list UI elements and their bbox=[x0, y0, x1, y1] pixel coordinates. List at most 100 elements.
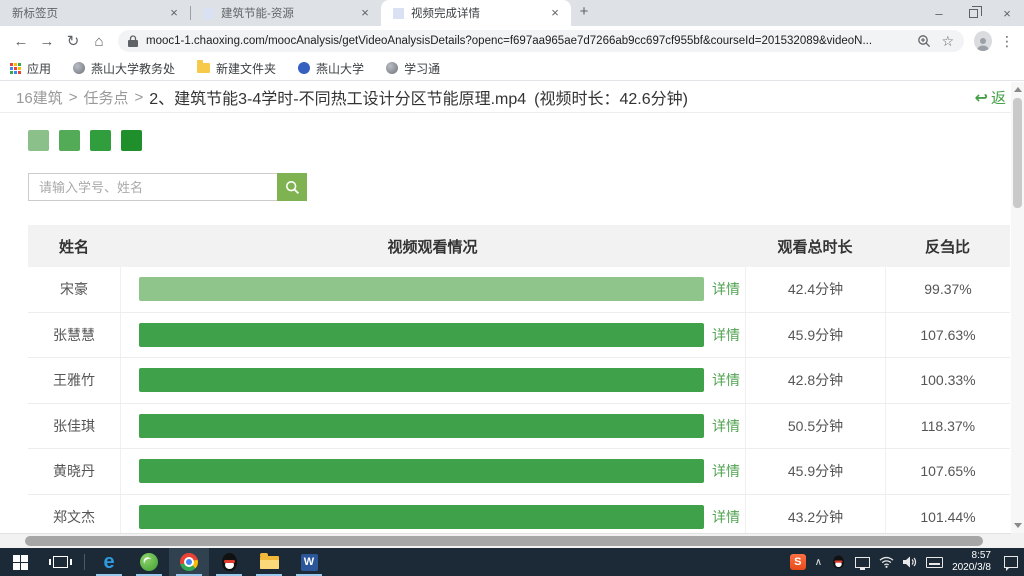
minimize-button[interactable]: – bbox=[935, 5, 943, 21]
task-view-button[interactable] bbox=[40, 548, 80, 576]
detail-link[interactable]: 详情 bbox=[712, 508, 740, 525]
reload-icon[interactable]: ↻ bbox=[66, 33, 80, 50]
tab-course-resources[interactable]: 建筑节能-资源 × bbox=[191, 0, 381, 26]
rewatch-ratio: 107.65% bbox=[885, 449, 1010, 494]
display-tray-icon[interactable] bbox=[855, 556, 871, 570]
taskbar-chrome[interactable] bbox=[169, 548, 209, 576]
table-row: 宋豪 详情 42.4分钟 99.37% bbox=[28, 267, 1010, 313]
volume-icon[interactable] bbox=[903, 556, 917, 568]
detail-link[interactable]: 详情 bbox=[712, 326, 740, 343]
vertical-scrollbar[interactable] bbox=[1011, 82, 1024, 533]
zoom-page-icon[interactable] bbox=[917, 34, 931, 48]
video-duration-note: (视频时长：42.6分钟) bbox=[534, 91, 688, 108]
scrollbar-corner bbox=[1011, 533, 1024, 548]
tab-close-icon[interactable]: × bbox=[170, 5, 178, 20]
page-content: 16建筑 > 任务点 > 2、建筑节能3-4学时-不同热工设计分区节能原理.mp… bbox=[0, 82, 1024, 548]
legend-swatch-3 bbox=[90, 130, 111, 151]
start-button[interactable] bbox=[0, 548, 40, 576]
restore-button[interactable] bbox=[956, 0, 990, 26]
student-name: 张慧慧 bbox=[53, 326, 95, 343]
taskbar-word[interactable]: W bbox=[289, 548, 329, 576]
breadcrumb-course[interactable]: 16建筑 bbox=[16, 89, 63, 107]
profile-avatar[interactable] bbox=[974, 31, 992, 51]
table-row: 张佳琪 详情 50.5分钟 118.37% bbox=[28, 403, 1010, 449]
search-button[interactable] bbox=[277, 173, 307, 201]
tab-title: 新标签页 bbox=[12, 8, 58, 20]
clock-date: 2020/3/8 bbox=[952, 562, 991, 573]
video-watch-table: 姓名 视频观看情况 观看总时长 反刍比 宋豪 详情 42.4分钟 99.37% … bbox=[28, 225, 1010, 540]
new-tab-button[interactable]: + bbox=[579, 3, 589, 20]
tab-new-tab-page[interactable]: 新标签页 × bbox=[0, 0, 190, 26]
address-bar[interactable]: mooc1-1.chaoxing.com/moocAnalysis/getVid… bbox=[118, 30, 964, 52]
detail-link[interactable]: 详情 bbox=[712, 281, 740, 298]
bookmark-apps[interactable]: 应用 bbox=[10, 60, 51, 77]
site-icon bbox=[298, 62, 311, 74]
taskbar-qq[interactable] bbox=[209, 548, 249, 576]
tray-expand-icon[interactable]: ∧ bbox=[814, 556, 823, 568]
forward-icon[interactable]: → bbox=[39, 32, 55, 50]
restore-icon bbox=[968, 5, 982, 18]
scroll-down-icon[interactable] bbox=[1014, 523, 1022, 528]
wifi-icon[interactable] bbox=[879, 556, 894, 568]
tab-close-icon[interactable]: × bbox=[361, 5, 369, 20]
legend-swatch-2 bbox=[59, 130, 80, 151]
taskbar-divider bbox=[84, 554, 85, 570]
taskbar-green-app[interactable] bbox=[129, 548, 169, 576]
horizontal-scroll-thumb[interactable] bbox=[25, 536, 983, 546]
touch-keyboard-icon[interactable] bbox=[926, 556, 944, 568]
table-row: 黄晓丹 详情 45.9分钟 107.65% bbox=[28, 449, 1010, 495]
bookmark-jiaowuchu[interactable]: 燕山大学教务处 bbox=[73, 60, 175, 77]
sogou-input-icon[interactable]: S bbox=[789, 554, 806, 570]
table-row: 王雅竹 详情 42.8分钟 100.33% bbox=[28, 358, 1010, 404]
scroll-up-icon[interactable] bbox=[1014, 87, 1022, 92]
taskbar-edge[interactable]: e bbox=[89, 548, 129, 576]
watch-duration: 43.2分钟 bbox=[745, 494, 885, 539]
chrome-icon bbox=[180, 553, 198, 571]
breadcrumb-separator: > bbox=[68, 88, 78, 106]
student-name: 郑文杰 bbox=[53, 508, 95, 525]
table-row: 张慧慧 详情 45.9分钟 107.63% bbox=[28, 312, 1010, 358]
back-icon[interactable]: ← bbox=[13, 32, 29, 50]
edge-icon: e bbox=[103, 551, 115, 573]
breadcrumb-section[interactable]: 任务点 bbox=[83, 89, 129, 107]
taskbar-clock[interactable]: 8:57 2020/3/8 bbox=[952, 550, 991, 575]
legend-swatch-1 bbox=[28, 130, 49, 151]
student-name: 王雅竹 bbox=[53, 372, 95, 389]
task-view-icon bbox=[48, 556, 72, 568]
bookmark-label: 新建文件夹 bbox=[216, 61, 277, 76]
bookmark-label: 应用 bbox=[27, 61, 52, 76]
rewatch-ratio: 118.37% bbox=[885, 403, 1010, 448]
detail-link[interactable]: 详情 bbox=[712, 372, 740, 389]
bookmark-star-icon[interactable]: ☆ bbox=[941, 32, 954, 49]
tab-favicon bbox=[203, 7, 214, 19]
bookmark-xuexitong[interactable]: 学习通 bbox=[386, 60, 440, 77]
page-title: 2、建筑节能3-4学时-不同热工设计分区节能原理.mp4 bbox=[149, 91, 527, 108]
action-center-icon[interactable] bbox=[1004, 556, 1018, 571]
bookmark-folder[interactable]: 新建文件夹 bbox=[197, 60, 276, 77]
close-button[interactable]: × bbox=[1003, 5, 1011, 21]
browser-menu-icon[interactable]: ⋮ bbox=[1000, 32, 1014, 49]
watch-duration: 50.5分钟 bbox=[745, 403, 885, 448]
window-controls: – × bbox=[922, 0, 1024, 26]
tab-close-icon[interactable]: × bbox=[551, 5, 559, 20]
back-link[interactable]: ↩ 返 bbox=[975, 82, 1006, 113]
detail-link[interactable]: 详情 bbox=[712, 417, 740, 434]
bookmark-label: 燕山大学教务处 bbox=[91, 61, 176, 76]
watch-progress-bar bbox=[139, 413, 704, 438]
bookmark-yanshan-university[interactable]: 燕山大学 bbox=[298, 60, 364, 77]
watch-progress-bar bbox=[139, 322, 704, 347]
taskbar-file-explorer[interactable] bbox=[249, 548, 289, 576]
rewatch-ratio: 101.44% bbox=[885, 494, 1010, 539]
folder-icon bbox=[197, 60, 211, 73]
file-explorer-icon bbox=[259, 552, 279, 569]
home-icon[interactable]: ⌂ bbox=[94, 32, 104, 50]
tab-video-details[interactable]: 视频完成详情 × bbox=[381, 0, 571, 26]
qq-tray-icon[interactable] bbox=[833, 555, 844, 569]
rewatch-ratio: 107.63% bbox=[885, 312, 1010, 357]
vertical-scroll-thumb[interactable] bbox=[1013, 98, 1022, 208]
detail-link[interactable]: 详情 bbox=[712, 463, 740, 480]
horizontal-scrollbar[interactable] bbox=[0, 533, 1011, 548]
search-input[interactable] bbox=[28, 173, 277, 201]
url-text: mooc1-1.chaoxing.com/moocAnalysis/getVid… bbox=[146, 35, 873, 47]
